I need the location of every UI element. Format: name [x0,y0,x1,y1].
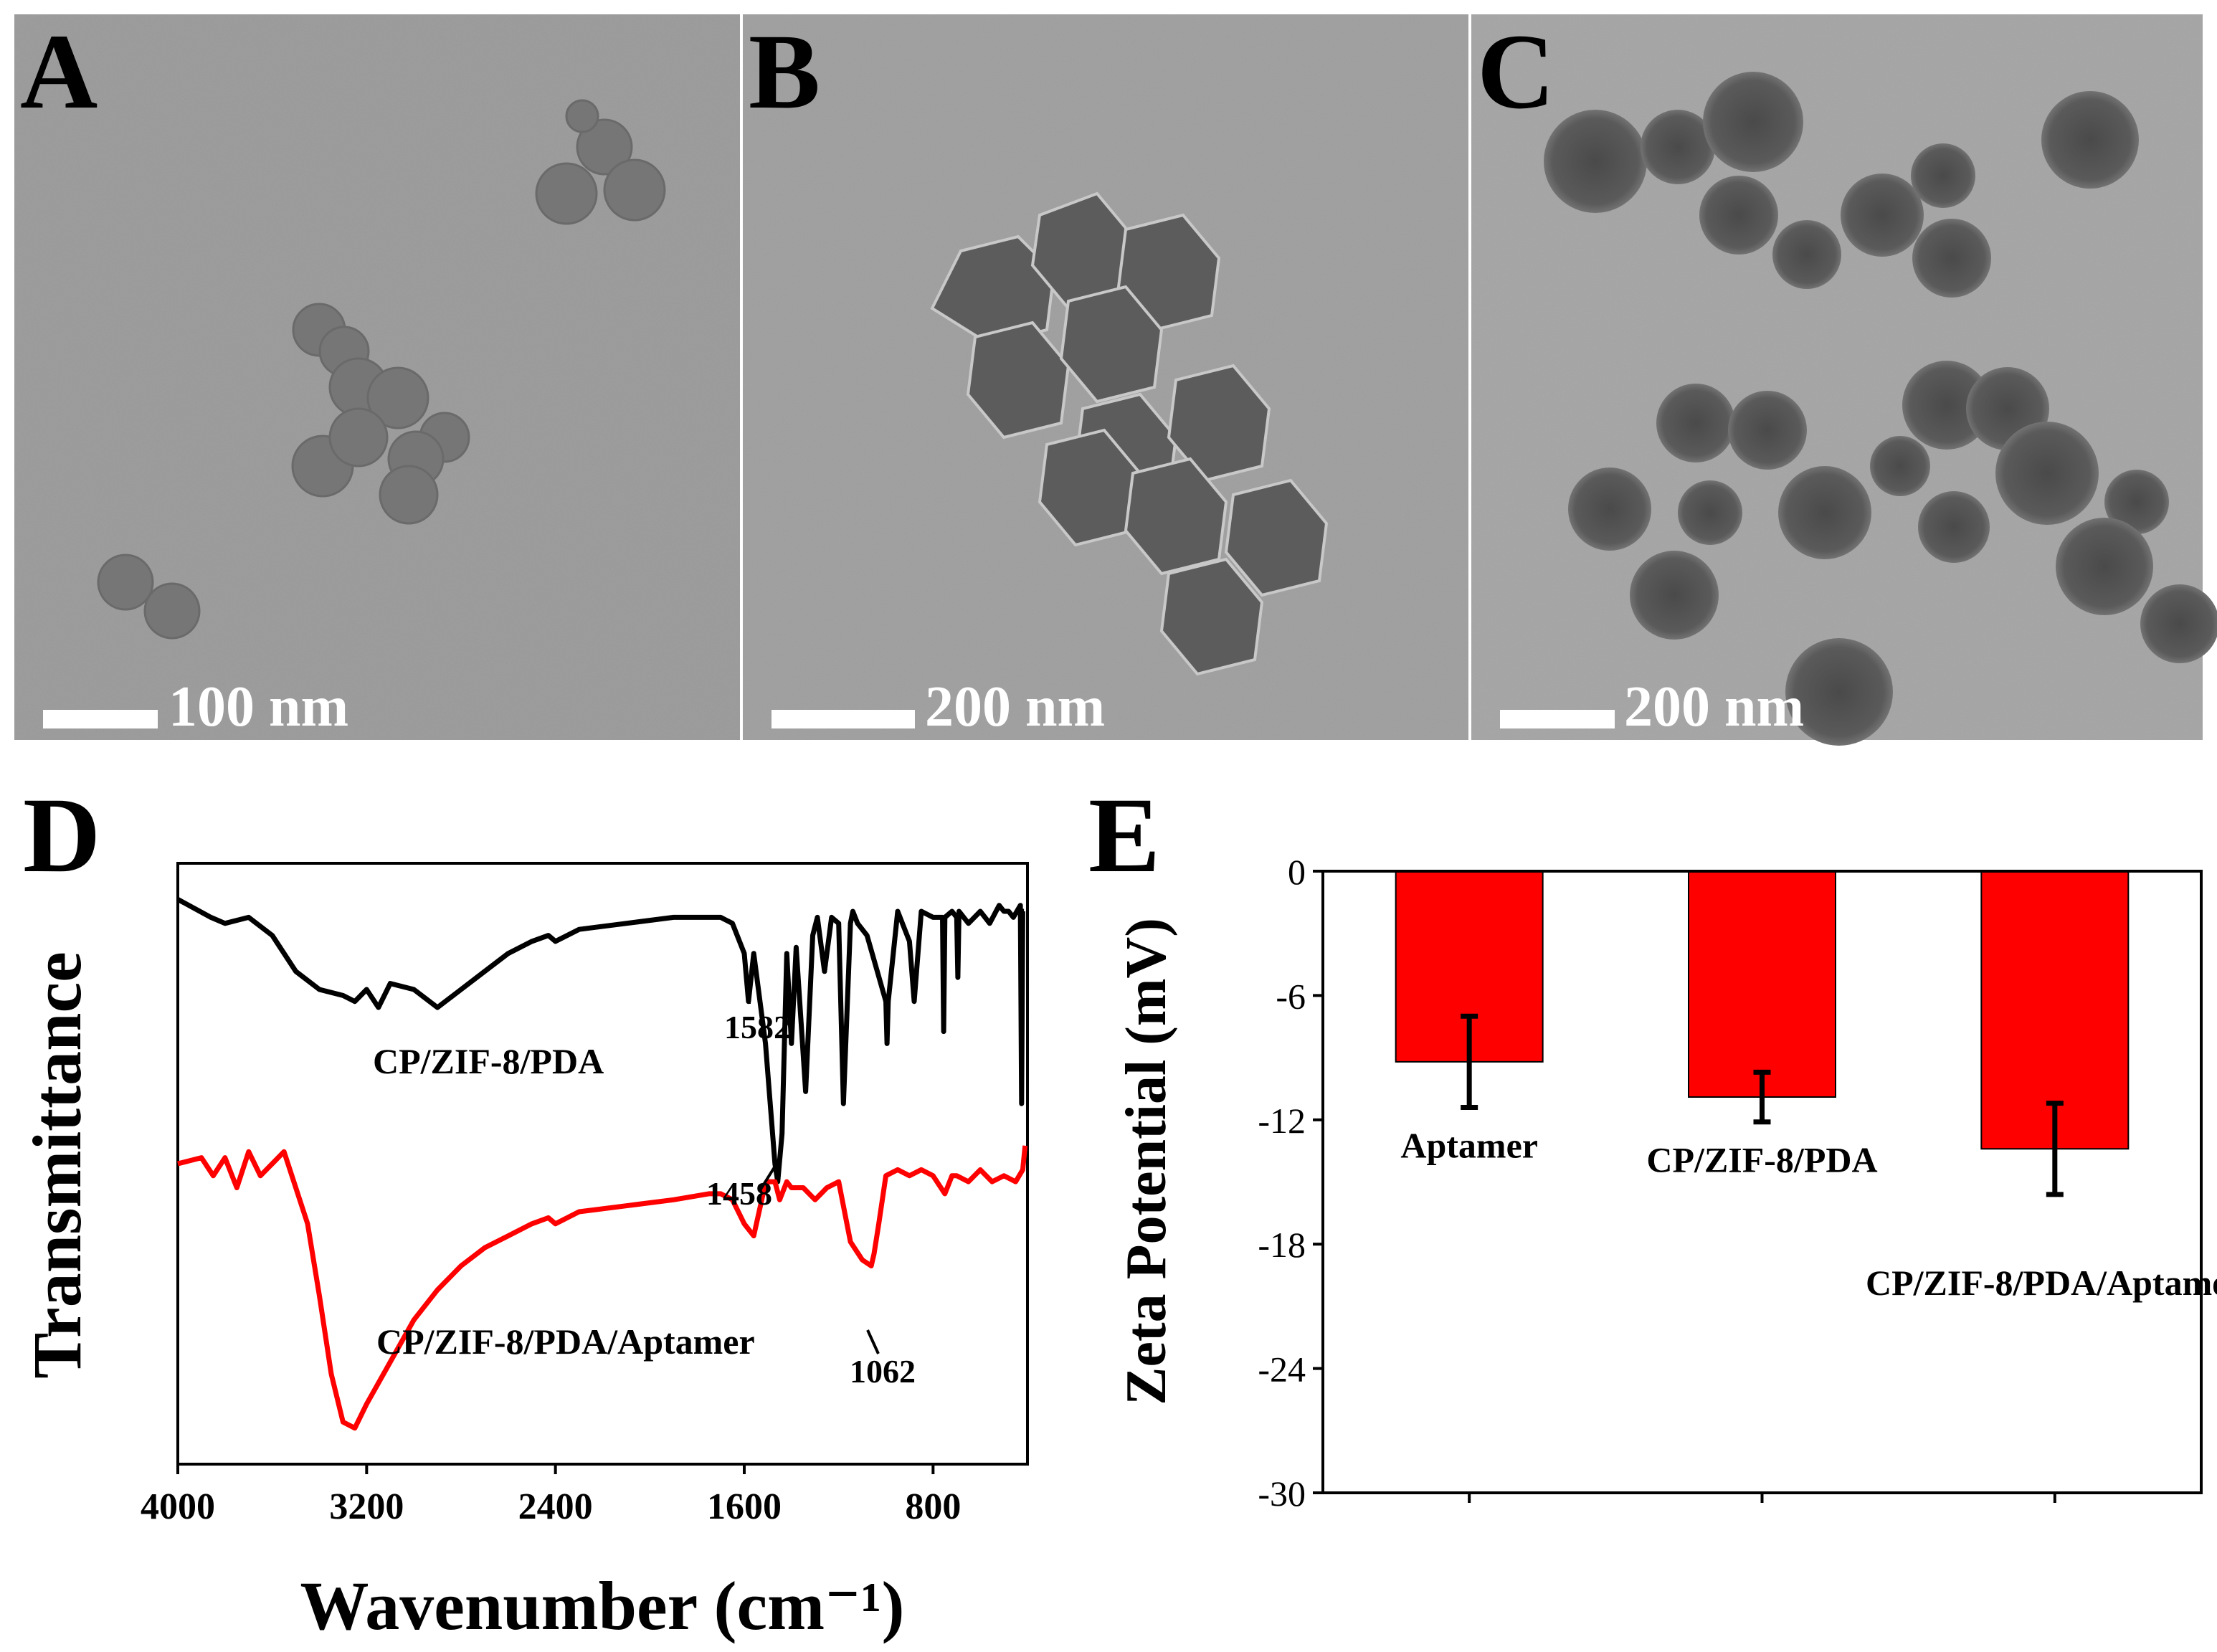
category-label: Aptamer [1400,1125,1538,1165]
x-ticks-e [1468,1493,2056,1503]
series-line-cp-zif8-pda [176,897,1025,1185]
x-tick-label: 800 [905,1486,961,1527]
panel-letter-c: C [1477,12,1554,131]
category-labels-e: Aptamer CP/ZIF-8/PDA CP/ZIF-8/PDA/Aptamer [1400,1125,2217,1302]
x-tick-label: 2400 [518,1486,593,1527]
y-tick-label: -6 [1276,976,1306,1016]
y-axis-label-e: Zeta Potential (mV) [1115,918,1178,1405]
y-tick-label: -18 [1258,1225,1306,1265]
scale-bar-b [772,710,915,728]
annotation-1062: 1062 [850,1353,916,1390]
x-tick-label: 3200 [329,1486,404,1527]
y-ticks-e: 0 -6 -12 -18 -24 -30 [1258,852,1323,1514]
tem-panel-b: B 200 nm [743,12,1468,740]
category-label: CP/ZIF-8/PDA [1646,1140,1877,1180]
y-tick-label: -24 [1258,1349,1306,1390]
series-label-cp-zif8-pda-aptamer: CP/ZIF-8/PDA/Aptamer [376,1321,755,1362]
panel-letter-e: E [1088,776,1160,895]
panel-letter-d: D [23,776,100,895]
tem-panel-c: C 200 nm [1471,12,2217,746]
x-axis-label-d: Wavenumber (cm⁻¹) [300,1567,905,1644]
tem-panel-a: A 100 nm [14,12,740,740]
tem-particles-a [97,99,666,640]
scale-bar-c [1500,710,1615,728]
y-tick-label: -12 [1258,1101,1306,1141]
bar [1688,870,1836,1098]
scale-label-b: 200 nm [925,675,1105,739]
annotation-arrow-1062 [866,1329,880,1354]
scale-label-a: 100 nm [168,675,348,739]
y-tick-label: 0 [1288,852,1306,892]
annotation-1582: 1582 [724,1009,790,1045]
series-label-cp-zif8-pda: CP/ZIF-8/PDA [373,1041,604,1081]
x-tick-label: 1600 [707,1486,782,1527]
scale-bar-a [43,710,158,728]
tem-particles-b [930,191,1329,676]
series-line-cp-zif8-pda-aptamer [177,1145,1028,1431]
annotation-1458: 1458 [706,1175,772,1212]
scale-label-c: 200 nm [1624,675,1804,739]
panel-letter-a: A [20,12,98,131]
tem-particles-c [1544,72,2217,746]
error-bars-e [1461,1013,2064,1197]
panel-letter-b: B [749,12,820,131]
y-tick-label: -30 [1258,1473,1306,1514]
annotation-arrow-1458 [759,1160,779,1192]
x-tick-label: 4000 [141,1486,215,1527]
y-axis-label-d: Transmittance [19,951,95,1378]
chart-d: D 4000 3200 2400 1600 800 CP/ZIF-8/PDA CP/ZI… [19,776,1029,1644]
chart-e: E 0 -6 -12 -18 -24 -30 Aptamer CP/ZIF-8/PDA CP/… [1088,776,2217,1514]
category-label: CP/ZIF-8/PDA/Aptamer [1866,1263,2217,1303]
x-ticks-d: 4000 3200 2400 1600 800 [141,1464,961,1527]
